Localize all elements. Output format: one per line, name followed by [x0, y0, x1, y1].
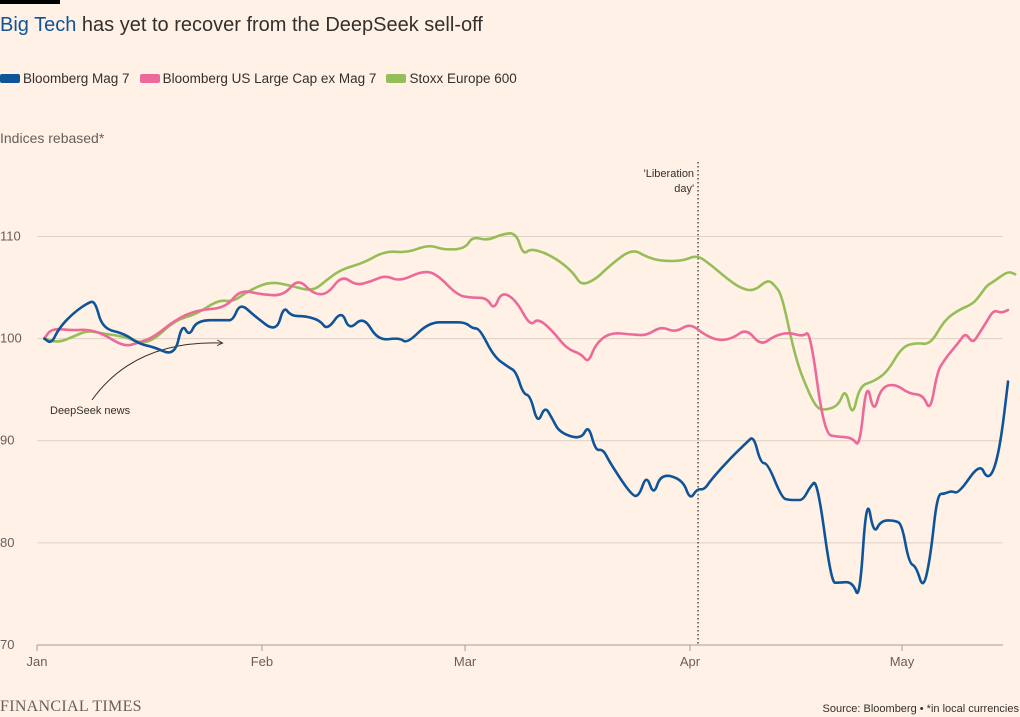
series-line-exmag7 [43, 270, 1010, 445]
legend-swatch-exmag7 [139, 74, 160, 83]
title-rest: has yet to recover from the DeepSeek sel… [76, 14, 483, 36]
grid-lines [36, 235, 1003, 651]
ft-logo-text: FINANCIAL TIMES [0, 698, 142, 715]
legend-swatch-mag7 [0, 74, 20, 83]
legend-label-exmag7: Bloomberg US Large Cap ex Mag 7 [162, 71, 377, 86]
x-tick-label-Feb: Feb [251, 654, 273, 669]
x-tick-label-May: May [890, 654, 915, 669]
legend-item-exmag7: Bloomberg US Large Cap ex Mag 7 [139, 71, 377, 86]
deepseek-arrow [91, 343, 222, 401]
liberation-day-label-line-1: 'Liberation [644, 168, 694, 180]
x-tick-label-Apr: Apr [680, 654, 701, 669]
series-line-mag7 [43, 300, 1010, 595]
y-tick-label-100: 100 [0, 331, 22, 346]
y-tick-label-70: 70 [0, 637, 14, 652]
x-tick-label-Mar: Mar [454, 654, 477, 669]
y-tick-label-80: 80 [0, 535, 14, 550]
axis-labels: 70 80 90 100 110 Jan Feb Mar Apr May [0, 228, 915, 669]
legend-item-stoxx: Stoxx Europe 600 [386, 71, 517, 86]
legend-label-mag7: Bloomberg Mag 7 [23, 71, 130, 86]
chart-title: Big Tech has yet to recover from the Dee… [0, 14, 483, 37]
y-axis-unit-label: Indices rebased* [0, 130, 105, 146]
y-tick-label-90: 90 [0, 433, 14, 448]
legend: Bloomberg Mag 7 Bloomberg US Large Cap e… [0, 71, 517, 86]
legend-swatch-stoxx [386, 74, 407, 83]
liberation-day-label-line-2: day' [674, 183, 694, 195]
series-lines [43, 232, 1017, 595]
source-note: Source: Bloomberg • *in local currencies [822, 703, 1019, 715]
legend-item-mag7: Bloomberg Mag 7 [0, 71, 130, 86]
legend-label-stoxx: Stoxx Europe 600 [409, 71, 517, 86]
x-tick-label-Jan: Jan [27, 654, 48, 669]
deepseek-label: DeepSeek news [50, 405, 131, 417]
ft-top-bar [0, 0, 60, 4]
title-highlight: Big Tech [0, 14, 77, 36]
y-tick-label-110: 110 [0, 228, 21, 243]
annotations: 'Liberation day' DeepSeek news [50, 162, 699, 645]
